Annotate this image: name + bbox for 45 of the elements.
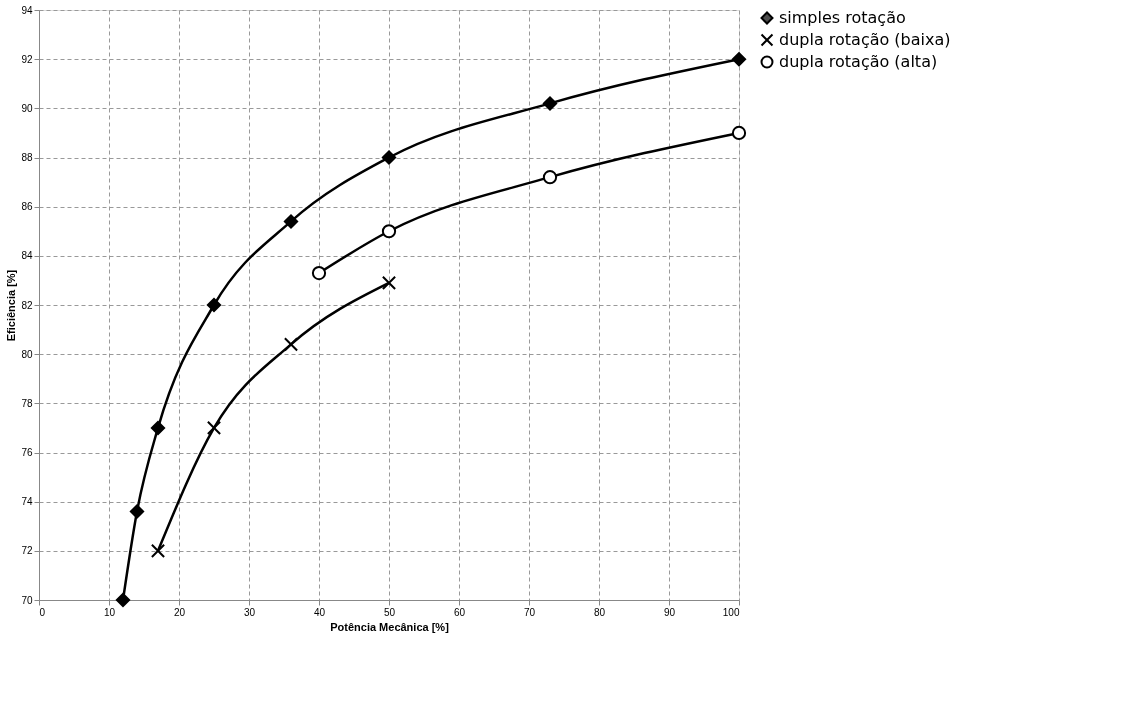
y-tick-label: 90 <box>21 102 33 114</box>
point <box>311 265 327 281</box>
point <box>129 504 145 519</box>
y-tick-label: 78 <box>21 397 33 409</box>
x-tick-label: 20 <box>173 606 186 618</box>
point <box>150 543 166 558</box>
point <box>542 96 558 111</box>
point <box>206 420 222 436</box>
y-tick-label: 74 <box>21 496 33 508</box>
x-axis-title: Potência Mecânica [%] <box>330 620 450 633</box>
point <box>381 150 397 165</box>
legend-label: dupla rotação (alta) <box>779 52 938 71</box>
point <box>206 297 222 313</box>
y-tick-label: 70 <box>21 594 33 606</box>
x-tick-label: 100 <box>722 606 740 618</box>
y-tick-label: 92 <box>21 53 33 65</box>
y-tick-label: 94 <box>21 4 33 16</box>
x-tick-label: 80 <box>593 606 606 618</box>
point <box>381 275 397 290</box>
y-tick-label: 82 <box>21 299 33 311</box>
y-tick-label: 88 <box>21 152 33 163</box>
y-axis-title: Eficiência [%] <box>5 269 18 342</box>
x-tick-label: 50 <box>383 606 396 618</box>
x-tick-label: 30 <box>243 606 256 618</box>
y-tick-label: 84 <box>21 250 33 262</box>
point <box>542 170 558 185</box>
x-tick-label: 0 <box>39 606 46 618</box>
x-tick-label: 90 <box>663 606 676 618</box>
legend-label: simples rotação <box>779 8 906 27</box>
point <box>150 420 166 436</box>
x-tick-label: 10 <box>103 606 116 618</box>
y-tick-label: 76 <box>21 447 33 458</box>
y-tick-label: 80 <box>21 348 33 360</box>
point <box>731 52 747 67</box>
legend-label: dupla rotação (baixa) <box>779 30 951 49</box>
point <box>731 125 747 141</box>
y-tick-label: 86 <box>21 201 33 213</box>
point <box>115 592 131 608</box>
point <box>283 214 299 229</box>
y-tick-label: 72 <box>21 545 33 557</box>
x-tick-label: 60 <box>453 606 466 618</box>
point <box>283 337 299 352</box>
x-tick-label: 70 <box>523 606 536 618</box>
point <box>381 224 397 239</box>
x-tick-label: 40 <box>313 606 326 618</box>
